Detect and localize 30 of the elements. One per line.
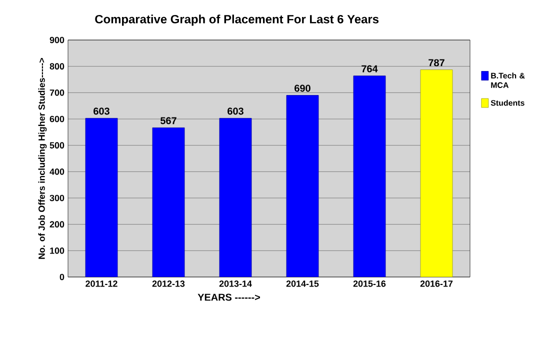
bar: [85, 118, 118, 277]
x-axis-title: YEARS ------>: [198, 294, 260, 301]
bar: [286, 95, 319, 277]
x-tick-label: 2012-13: [152, 280, 185, 287]
data-label: 603: [228, 108, 244, 115]
y-tick-label: 500: [50, 142, 64, 149]
y-tick-label: 0: [60, 274, 64, 280]
y-tick-label: 400: [50, 168, 64, 175]
x-tick-label: 2013-14: [219, 280, 252, 287]
y-tick-label: 900: [50, 36, 64, 44]
y-tick-label: 100: [50, 247, 64, 254]
y-axis-title: No. of Job Offers including Higher Studies----->: [38, 58, 47, 259]
x-tick-label: 2016-17: [420, 280, 453, 287]
bar: [152, 127, 185, 277]
data-label: 603: [94, 108, 110, 115]
y-tick-label: 200: [50, 221, 64, 228]
x-tick-label: 2015-16: [353, 280, 386, 287]
data-label: 787: [428, 59, 444, 66]
x-tick-label: 2011-12: [86, 280, 118, 287]
data-label: 567: [160, 117, 176, 124]
data-label: 690: [294, 84, 310, 92]
bar: [219, 118, 252, 277]
y-tick-label: 700: [50, 89, 64, 96]
data-label: 764: [362, 65, 378, 72]
y-tick-label: 300: [50, 194, 64, 202]
chart-title: Comparative Graph of Placement For Last 6 Years: [95, 14, 379, 26]
y-tick-label: 600: [50, 116, 64, 122]
x-tick-label: 2014-15: [286, 280, 319, 287]
y-tick-label: 800: [50, 63, 64, 70]
bar: [353, 76, 386, 277]
